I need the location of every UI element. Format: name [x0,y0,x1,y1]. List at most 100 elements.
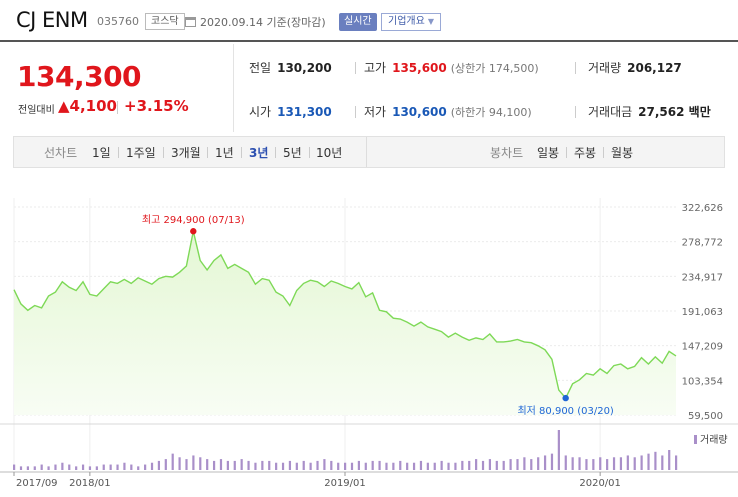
volume-bar [344,462,347,470]
volume-bar [543,455,547,470]
min-marker [562,394,569,402]
volume-bar [426,462,429,470]
tab-3months[interactable]: 3개월 [171,146,201,160]
divider [275,147,276,158]
tab-daily-candle[interactable]: 일봉 [537,146,560,160]
tab-1year[interactable]: 1년 [215,146,234,160]
volume-bar [364,462,367,470]
volume-bar [412,462,416,470]
stat-label: 거래량 [588,61,622,75]
volume-bar [633,457,636,470]
volume-bar [406,462,409,470]
volume-bar [199,457,202,470]
volume-bar [261,460,264,470]
chart-grid [0,198,738,473]
volume-bar [40,464,43,470]
volume-bar [47,466,50,470]
volume-bar [281,462,285,470]
volume-legend: 거래량 [700,434,728,446]
stat-low: 저가 130,600 (하한가 94,100) [364,102,532,122]
volume-bar [675,455,678,470]
volume-bar [523,457,526,470]
upper-limit: (상한가 174,500) [450,62,539,75]
volume-bar [212,460,216,470]
volume-bar [144,464,147,470]
volume-bar [385,462,388,470]
volume-bar [454,462,457,470]
volume-bar [150,462,154,470]
line-chart-label: 선차트 [44,146,78,160]
volume-bar [185,459,188,470]
company-overview-label: 기업개요 [388,16,425,27]
volume-bar [612,457,616,470]
tab-3years[interactable]: 3년 [249,146,269,160]
volume-bar [26,466,29,470]
volume-bar [488,459,492,470]
lower-limit: (하한가 94,100) [450,106,532,119]
realtime-button[interactable]: 실시간 [339,13,377,31]
volume-bar [350,462,354,470]
volume-bar [509,459,512,470]
volume-bar [95,466,98,470]
y-tick-label: 278,772 [682,238,723,249]
volume-bar [557,430,560,470]
volume-bar [371,460,374,470]
price-chart[interactable]: 322,626 278,772 234,917 191,063 147,209 103,3… [0,170,738,497]
volume-bar [599,457,602,470]
change-label: 전일대비 [18,105,55,116]
volume-bar [502,460,505,470]
volume-bar [19,466,23,470]
divider [603,147,604,158]
candle-chart-label: 봉차트 [490,146,524,160]
volume-bar [68,464,71,470]
current-price: 134,300 [17,60,142,93]
divider [355,106,356,118]
max-annotation: 최고 294,900 (07/13) [142,214,245,226]
stat-value: 130,600 [392,105,447,119]
tab-5years[interactable]: 5년 [283,146,302,160]
volume-bar [668,450,671,470]
price-change: ▲4,100 [58,97,117,115]
stat-label: 시가 [249,105,272,119]
volume-bar [461,460,464,470]
volume-bar [440,460,443,470]
min-annotation: 최저 80,900 (03/20) [517,405,613,417]
price-area [14,231,676,415]
tab-1week[interactable]: 1주일 [126,146,156,160]
stat-trade-value: 거래대금 27,562 백만 [588,102,711,122]
volume-bar [254,462,257,470]
volume-bar [54,464,57,470]
tab-10years[interactable]: 10년 [316,146,343,160]
up-triangle-icon: ▲ [58,97,70,115]
company-overview-dropdown[interactable]: 기업개요 ▼ [381,13,441,31]
volume-bar [102,464,105,470]
y-tick-label: 59,500 [688,411,723,422]
volume-bar [75,466,78,470]
volume-bar [137,466,140,470]
price-stats-panel: 전일 130,200 고가 135,600 (상한가 174,500) 거래량 206,… [235,44,738,132]
volume-bar [88,466,92,470]
volume-bar [302,460,305,470]
volume-bar [592,459,595,470]
tab-monthly-candle[interactable]: 월봉 [611,146,634,160]
divider [241,147,242,158]
tab-1day[interactable]: 1일 [92,146,111,160]
volume-bar [330,460,333,470]
volume-bars [13,430,678,470]
divider [366,137,367,167]
volume-bar [81,464,85,470]
volume-bar [661,455,664,470]
volume-bar [240,459,243,470]
divider [207,147,208,158]
divider [163,147,164,158]
volume-bar [357,460,360,470]
volume-bar [481,460,485,470]
volume-bar [164,459,167,470]
volume-bar [295,462,298,470]
volume-bar [392,462,395,470]
volume-bar [433,462,436,470]
extreme-markers: 최고 294,900 (07/13) 최저 80,900 (03/20) [142,214,614,417]
tab-weekly-candle[interactable]: 주봉 [574,146,597,160]
stat-label: 저가 [364,105,387,119]
x-axis: 2017/09 2018/01 2019/01 2020/01 [13,472,621,489]
